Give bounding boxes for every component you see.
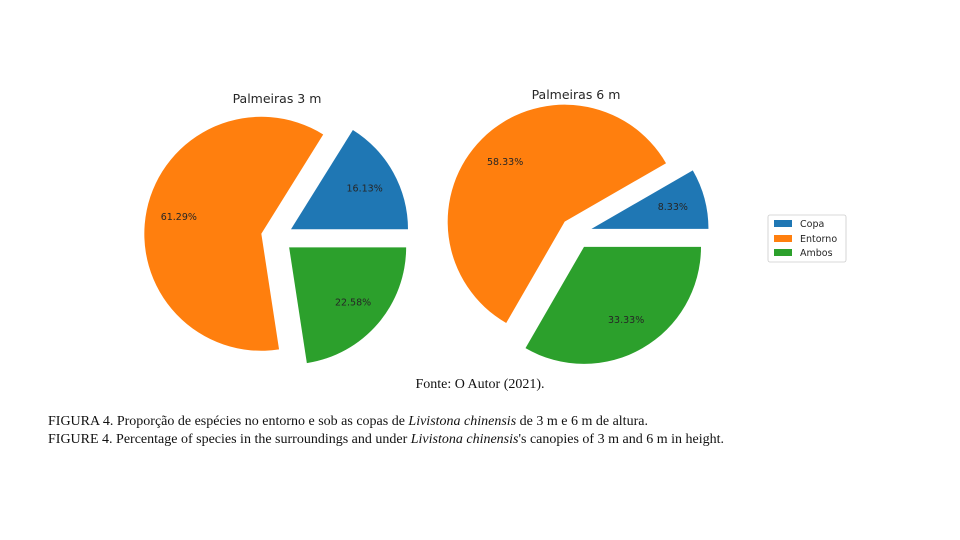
caption-pt-species: Livistona chinensis [408, 414, 517, 429]
legend-swatch-ambos [774, 249, 792, 256]
slice-percent-label-entorno: 58.33% [487, 157, 523, 168]
figure-caption-en: FIGURE 4. Percentage of species in the s… [48, 432, 724, 448]
pie-slice-ambos [525, 246, 701, 364]
figure-caption-pt: FIGURA 4. Proporção de espécies no entor… [48, 414, 648, 430]
chart-title: Palmeiras 6 m [532, 87, 621, 102]
slice-percent-label-copa: 16.13% [347, 183, 383, 194]
pie-chart-palmeiras-3m: Palmeiras 3 m 16.13% 61.29% 22.58% [144, 91, 408, 364]
pie-slice-entorno [447, 104, 667, 324]
caption-en-species: Livistona chinensis [410, 432, 519, 447]
pie-slice-copa [290, 129, 408, 230]
pie-chart-palmeiras-6m: Palmeiras 6 m 8.33% 58.33% 33.33% [447, 87, 709, 364]
caption-en-before: FIGURE 4. Percentage of species in the s… [48, 432, 411, 447]
caption-pt-before: FIGURA 4. Proporção de espécies no entor… [48, 414, 409, 429]
legend-label-entorno: Entorno [800, 234, 837, 245]
slice-percent-label-entorno: 61.29% [161, 212, 197, 223]
legend-label-copa: Copa [800, 219, 824, 230]
caption-pt-after: de 3 m e 6 m de altura. [516, 414, 648, 429]
legend-swatch-copa [774, 220, 792, 227]
chart-title: Palmeiras 3 m [233, 91, 322, 106]
pie-slice-entorno [144, 116, 324, 351]
pie-charts-figure: Palmeiras 3 m 16.13% 61.29% 22.58% Palmeir… [144, 87, 847, 364]
legend: Copa Entorno Ambos [767, 214, 847, 263]
slice-percent-label-ambos: 22.58% [335, 297, 371, 308]
legend-label-ambos: Ambos [800, 248, 833, 259]
legend-entry-entorno: Entorno [774, 234, 837, 245]
caption-en-after: 's canopies of 3 m and 6 m in height. [518, 432, 724, 447]
legend-swatch-entorno [774, 235, 792, 242]
legend-entry-copa: Copa [774, 219, 824, 230]
pie-slice-ambos [289, 247, 407, 364]
slice-percent-label-ambos: 33.33% [608, 315, 644, 326]
slice-percent-label-copa: 8.33% [658, 202, 688, 213]
source-note: Fonte: O Autor (2021). [415, 377, 545, 392]
pie-slice-copa [591, 170, 709, 229]
legend-entry-ambos: Ambos [774, 248, 833, 259]
